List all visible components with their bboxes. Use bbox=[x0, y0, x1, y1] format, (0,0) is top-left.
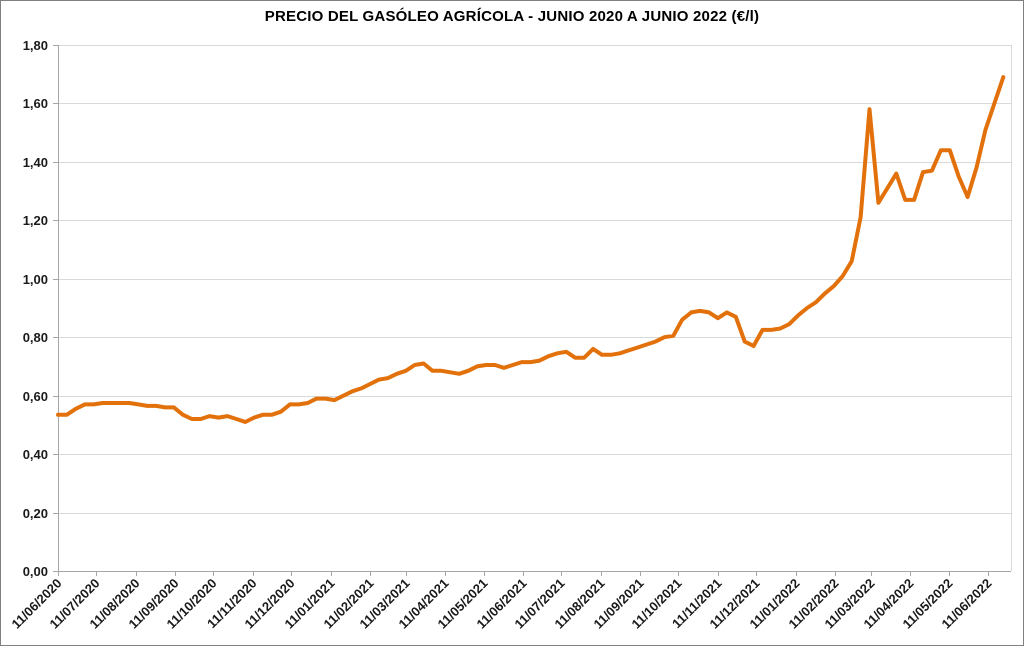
y-tick-label: 0,40 bbox=[23, 447, 48, 462]
y-tick-label: 1,20 bbox=[23, 213, 48, 228]
y-tick-label: 1,00 bbox=[23, 272, 48, 287]
y-tick-label: 1,40 bbox=[23, 155, 48, 170]
y-tick-label: 1,80 bbox=[23, 38, 48, 53]
x-axis-labels: 11/06/202011/07/202011/08/202011/09/2020… bbox=[9, 576, 995, 632]
y-axis-labels: 0,00 0,20 0,40 0,60 0,80 1,00 1,20 1,40 1,60 1,80 bbox=[23, 38, 48, 579]
y-tick-label: 0,60 bbox=[23, 389, 48, 404]
y-tick-label: 0,00 bbox=[23, 564, 48, 579]
axis-ticks bbox=[53, 45, 989, 576]
gridlines bbox=[58, 45, 1011, 514]
chart-title: PRECIO DEL GASÓLEO AGRÍCOLA - JUNIO 2020… bbox=[264, 8, 760, 25]
y-tick-label: 1,60 bbox=[23, 96, 48, 111]
y-tick-label: 0,20 bbox=[23, 506, 48, 521]
y-tick-label: 0,80 bbox=[23, 330, 48, 345]
price-line bbox=[56, 75, 1006, 424]
